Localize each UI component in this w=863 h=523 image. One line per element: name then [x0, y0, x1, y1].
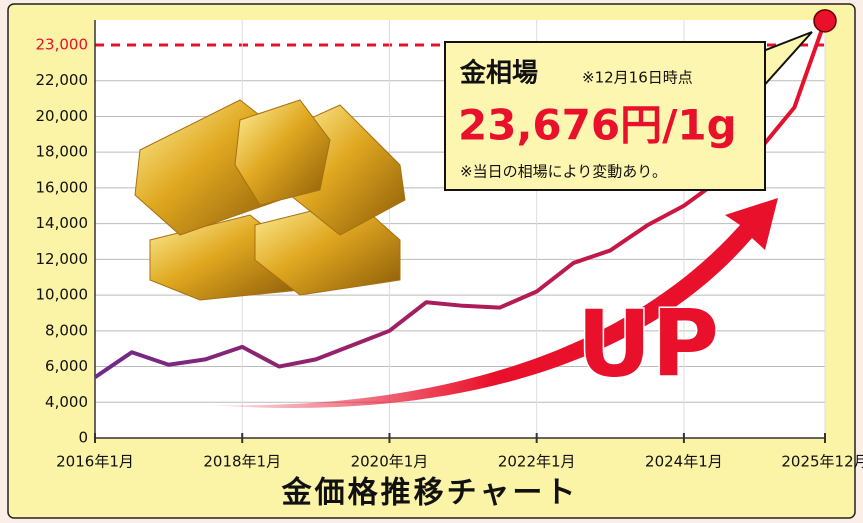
- y-tick-label: 8,000: [45, 321, 88, 339]
- y-tick-label: 6,000: [45, 357, 88, 375]
- callout-price: 23,676円/1g: [458, 101, 737, 150]
- chart-title: 金価格推移チャート: [281, 476, 579, 511]
- y-tick-label: 22,000: [36, 71, 89, 89]
- gold-bars: [134, 99, 406, 301]
- callout-note: ※12月16日時点: [582, 69, 693, 87]
- callout-disclaimer: ※当日の相場により変動あり。: [460, 163, 667, 181]
- y-tick-label: 16,000: [36, 178, 89, 196]
- x-tick-label: 2016年1月: [56, 453, 134, 471]
- x-tick-label: 2022年1月: [498, 453, 576, 471]
- up-badge: UP: [577, 290, 719, 397]
- latest-point: [813, 9, 837, 33]
- x-tick-label: 2018年1月: [203, 453, 281, 471]
- callout-title: 金相場: [459, 58, 538, 89]
- callout-box: [444, 41, 766, 191]
- y-tick-label: 14,000: [36, 214, 89, 232]
- x-tick-label: 2020年1月: [351, 453, 429, 471]
- up-arrow: [210, 198, 778, 408]
- y-tick-label: 12,000: [36, 250, 89, 268]
- x-tick-label: 2025年12月: [781, 453, 863, 471]
- y-tick-label: 18,000: [36, 143, 89, 161]
- y-tick-label: 23,000: [36, 36, 89, 54]
- y-tick-label: 10,000: [36, 286, 89, 304]
- y-tick-label: 20,000: [36, 107, 89, 125]
- y-tick-label: 0: [78, 429, 88, 447]
- x-tick-label: 2024年1月: [645, 453, 723, 471]
- y-tick-label: 4,000: [45, 393, 88, 411]
